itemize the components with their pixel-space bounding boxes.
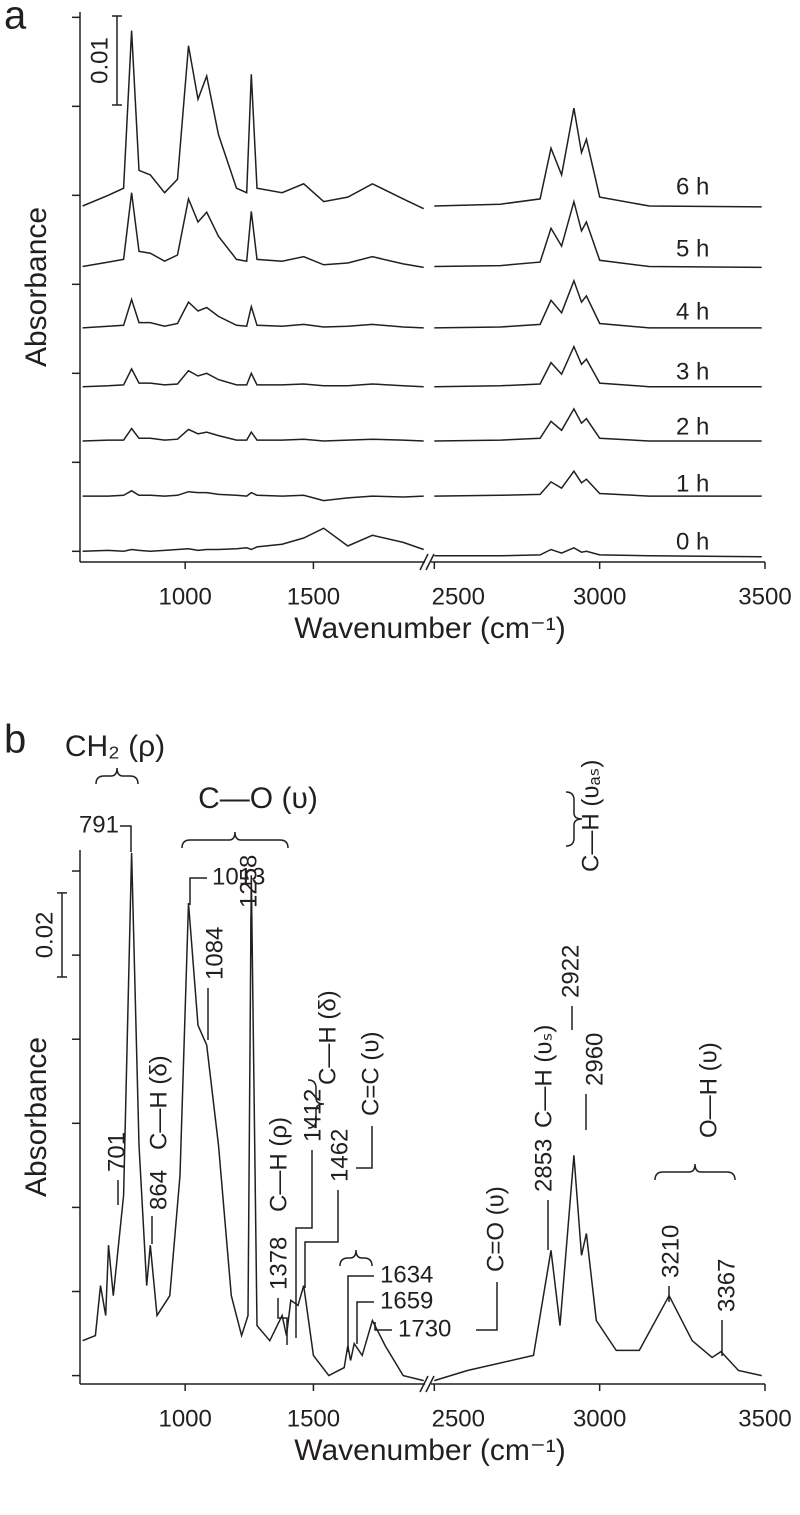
leader-line bbox=[347, 1275, 374, 1352]
spectrum-line bbox=[82, 489, 424, 502]
spectrum-line bbox=[434, 1155, 762, 1382]
series-label: 6 h bbox=[676, 173, 709, 200]
peak-label: 2960 bbox=[581, 1033, 608, 1086]
brace bbox=[339, 1249, 373, 1267]
leader-line bbox=[295, 1150, 313, 1338]
x-tick-label: 1500 bbox=[287, 1405, 340, 1432]
peak-label: 1634 bbox=[380, 1261, 433, 1288]
axis-break bbox=[419, 1375, 435, 1393]
peak-label: 701 bbox=[103, 1132, 130, 1172]
x-tick-label: 1500 bbox=[287, 583, 340, 610]
brace bbox=[565, 791, 583, 847]
spectrum-line bbox=[434, 469, 762, 497]
peak-label: 1730 bbox=[398, 1315, 451, 1342]
peak-label: 1378 bbox=[265, 1237, 292, 1290]
spectrum-line bbox=[434, 546, 762, 558]
peak-label: 1013 bbox=[212, 863, 265, 890]
x-tick-label: 2500 bbox=[432, 1405, 485, 1432]
peak-label: 2853 bbox=[530, 1139, 557, 1192]
x-tick-label: 3000 bbox=[573, 583, 626, 610]
assignment-label: C=O (υ) bbox=[482, 1186, 509, 1272]
leader-line bbox=[304, 1190, 339, 1288]
spectrum-line bbox=[82, 527, 424, 553]
peak-label: 3210 bbox=[657, 1225, 684, 1278]
panel-label: a bbox=[4, 0, 27, 38]
peak-label: 1412 bbox=[299, 1089, 326, 1142]
panel-label: b bbox=[4, 718, 26, 762]
spectrum-line bbox=[82, 427, 424, 442]
series-label: 2 h bbox=[676, 413, 709, 440]
peak-label: 2922 bbox=[557, 945, 584, 998]
peak-label: 864 bbox=[145, 1170, 172, 1210]
y-axis-title: Absorbance bbox=[20, 1037, 53, 1197]
series-label: 0 h bbox=[676, 528, 709, 555]
spectrum-line bbox=[82, 192, 424, 269]
scale-bar-label: 0.02 bbox=[31, 912, 58, 959]
brace bbox=[95, 767, 139, 785]
assignment-label: C—H (υₛ) bbox=[530, 1025, 557, 1128]
peak-label: 1258 bbox=[235, 855, 262, 908]
x-tick-label: 3500 bbox=[738, 1405, 791, 1432]
x-axis-title: Wavenumber (cm⁻¹) bbox=[294, 612, 565, 645]
peak-label: 1084 bbox=[201, 927, 228, 980]
assignment-label: C=C (υ) bbox=[357, 1032, 384, 1116]
y-axis-title: Absorbance bbox=[20, 207, 53, 367]
leader-line bbox=[277, 1298, 288, 1345]
leader-line bbox=[356, 1301, 374, 1344]
leader-line bbox=[189, 877, 207, 905]
series-label: 3 h bbox=[676, 358, 709, 385]
peak-label: 3367 bbox=[713, 1259, 740, 1312]
assignment-label: C—O (υ) bbox=[198, 782, 318, 815]
assignment-label: CH₂ (ρ) bbox=[65, 730, 165, 763]
brace bbox=[307, 1079, 325, 1129]
series-label: 1 h bbox=[676, 470, 709, 497]
spectrum-line bbox=[434, 278, 762, 329]
axis-break bbox=[419, 553, 435, 571]
series-label: 5 h bbox=[676, 235, 709, 262]
spectrum-line bbox=[434, 407, 762, 442]
series-label: 4 h bbox=[676, 298, 709, 325]
assignment-label: C—H (δ) bbox=[314, 990, 341, 1085]
peak-label: 1462 bbox=[326, 1129, 353, 1182]
leader-line bbox=[120, 825, 132, 852]
x-axis-title: Wavenumber (cm⁻¹) bbox=[294, 1434, 565, 1467]
spectrum-line bbox=[434, 107, 762, 208]
leader-line bbox=[476, 1282, 498, 1331]
leader-line bbox=[374, 1322, 392, 1331]
assignment-label: O—H (υ) bbox=[695, 1042, 722, 1138]
spectrum-line bbox=[434, 344, 762, 388]
leader-line bbox=[356, 1126, 373, 1169]
peak-label: 1659 bbox=[380, 1287, 433, 1314]
x-tick-label: 1000 bbox=[158, 583, 211, 610]
x-tick-label: 3000 bbox=[573, 1405, 626, 1432]
spectrum-line bbox=[82, 852, 424, 1382]
spectrum-line bbox=[82, 30, 425, 210]
spectrum-line bbox=[82, 367, 424, 388]
x-tick-label: 3500 bbox=[738, 583, 791, 610]
spectrum-line bbox=[434, 198, 762, 269]
brace bbox=[181, 831, 289, 849]
scale-bar-label: 0.01 bbox=[86, 37, 113, 84]
x-tick-label: 1000 bbox=[158, 1405, 211, 1432]
assignment-label: C—H (υₐₛ) bbox=[577, 760, 604, 872]
assignment-label: C—H (ρ) bbox=[265, 1117, 292, 1212]
peak-label: 791 bbox=[79, 811, 119, 838]
x-tick-label: 2500 bbox=[432, 583, 485, 610]
spectrum-line bbox=[82, 297, 424, 329]
assignment-label: C—H (δ) bbox=[145, 1055, 172, 1150]
brace bbox=[654, 1163, 736, 1181]
